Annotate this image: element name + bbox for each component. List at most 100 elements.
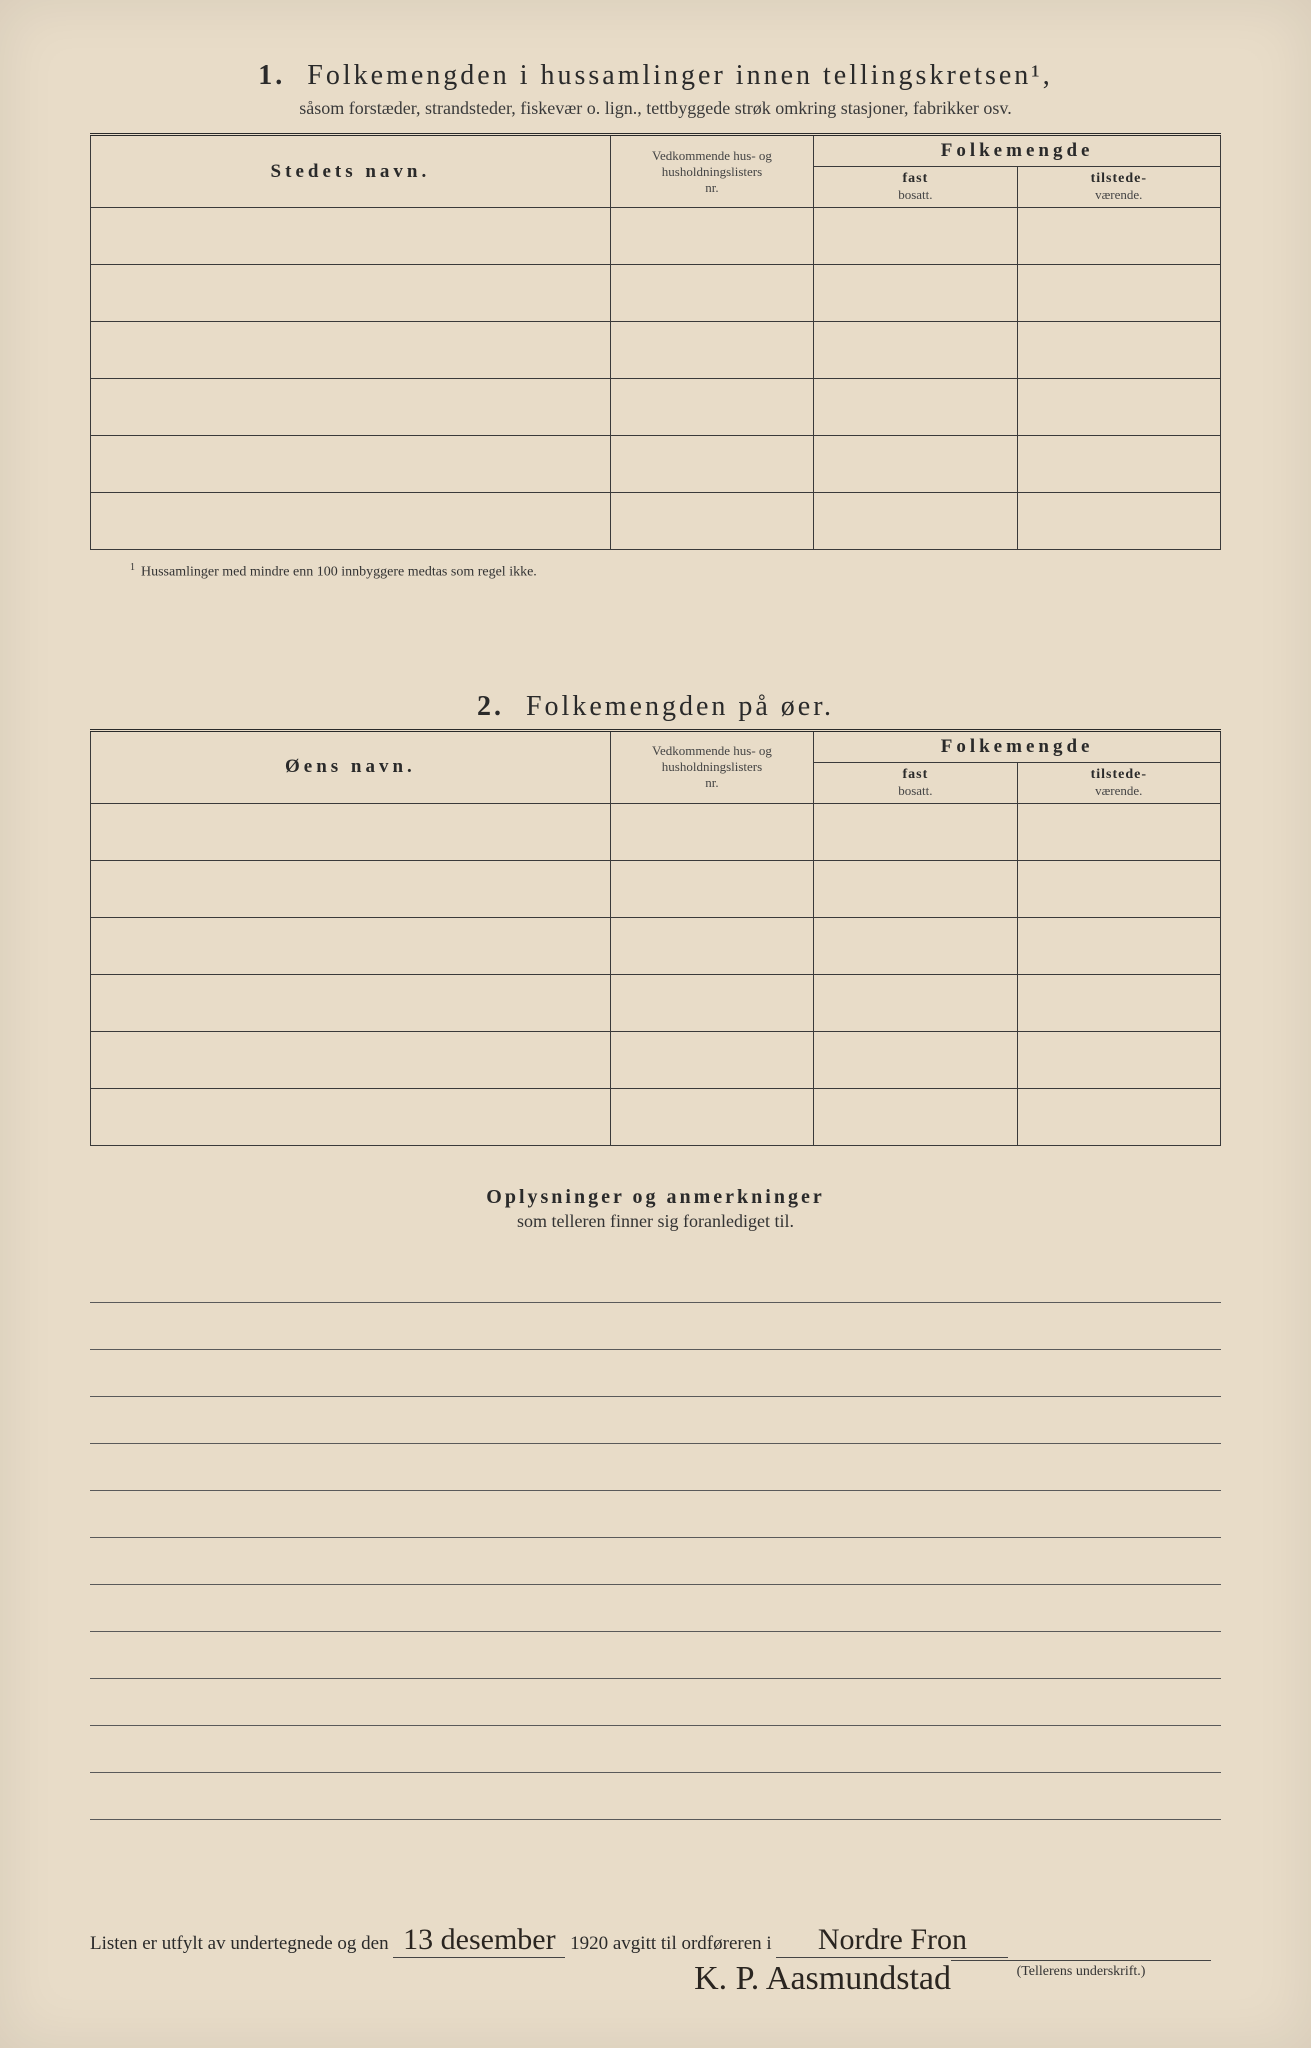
table-row — [91, 493, 1221, 550]
table-row — [91, 379, 1221, 436]
section1-title: 1. Folkemengden i hussamlinger innen tel… — [90, 60, 1221, 92]
table-cell — [610, 1088, 813, 1145]
table-cell — [610, 208, 813, 265]
table-cell — [91, 436, 611, 493]
col-name-header: Stedets navn. — [271, 161, 431, 182]
table-cell — [1017, 803, 1220, 860]
table-row — [91, 265, 1221, 322]
table-cell — [91, 208, 611, 265]
table-cell — [814, 803, 1017, 860]
note-line — [90, 1302, 1221, 1349]
note-line — [90, 1772, 1221, 1819]
col-list-l2-2: husholdningslisters — [619, 759, 805, 775]
note-line — [90, 1819, 1221, 1866]
footer-text-a: Listen er utfylt av undertegnede og den — [90, 1933, 389, 1954]
table-cell — [91, 860, 611, 917]
table-cell — [91, 917, 611, 974]
footer-text-b: avgitt til ordføreren i — [613, 1933, 772, 1954]
table-cell — [91, 1088, 611, 1145]
section1-footnote: 1Hussamlinger med mindre enn 100 innbygg… — [130, 562, 1221, 581]
table-cell — [91, 803, 611, 860]
signature-name: K. P. Aasmundstad — [694, 1960, 951, 1998]
table-cell — [814, 1031, 1017, 1088]
col-fast-l1-2: fast — [822, 767, 1008, 783]
table-row — [91, 917, 1221, 974]
section1-subtitle: såsom forstæder, strandsteder, fiskevær … — [90, 98, 1221, 119]
col-fast-l2-2: bosatt. — [822, 783, 1008, 799]
table-cell — [610, 803, 813, 860]
table-cell — [610, 379, 813, 436]
table-row — [91, 208, 1221, 265]
footer-year: 1920 — [570, 1933, 608, 1954]
note-line — [90, 1584, 1221, 1631]
table-row — [91, 860, 1221, 917]
footer-date: 13 desember — [393, 1923, 565, 1958]
table-cell — [814, 974, 1017, 1031]
table-cell — [610, 860, 813, 917]
remarks-line2: som telleren finner sig foranlediget til… — [90, 1211, 1221, 1232]
table-cell — [610, 917, 813, 974]
table-row — [91, 436, 1221, 493]
col-tilst-l2-2: værende. — [1026, 783, 1212, 799]
table-cell — [814, 860, 1017, 917]
section2-title-text: Folkemengden på øer. — [526, 691, 834, 722]
col-name-header-2: Øens navn. — [285, 756, 416, 777]
table-cell — [1017, 1088, 1220, 1145]
table-cell — [814, 265, 1017, 322]
table-cell — [91, 1031, 611, 1088]
table-cell — [610, 1031, 813, 1088]
signature-row: Listen er utfylt av undertegnede og den … — [90, 1923, 1221, 1958]
table-cell — [1017, 860, 1220, 917]
signature-block: K. P. Aasmundstad (Tellerens underskrift… — [694, 1960, 1211, 1998]
col-pop-header: Folkemengde — [941, 140, 1094, 161]
col-tilst-l2: værende. — [1026, 187, 1212, 203]
table-cell — [814, 917, 1017, 974]
note-line — [90, 1349, 1221, 1396]
table-cell — [610, 493, 813, 550]
section2-body — [91, 803, 1221, 1145]
col-pop-header-2: Folkemengde — [941, 736, 1094, 757]
table-cell — [91, 974, 611, 1031]
table-cell — [1017, 208, 1220, 265]
note-line — [90, 1490, 1221, 1537]
table-cell — [814, 208, 1017, 265]
table-cell — [1017, 974, 1220, 1031]
remarks-line1: Oplysninger og anmerkninger — [90, 1186, 1221, 1209]
table-cell — [814, 1088, 1017, 1145]
table-cell — [814, 436, 1017, 493]
table-cell — [610, 322, 813, 379]
note-line — [90, 1725, 1221, 1772]
table-cell — [1017, 1031, 1220, 1088]
section1-number: 1. — [258, 60, 285, 91]
col-tilst-l1-2: tilstede- — [1026, 767, 1212, 783]
col-list-l3: nr. — [619, 180, 805, 196]
col-fast-l1: fast — [822, 171, 1008, 187]
table-cell — [814, 322, 1017, 379]
table-cell — [610, 974, 813, 1031]
note-line — [90, 1678, 1221, 1725]
table-cell — [1017, 436, 1220, 493]
col-list-l1: Vedkommende hus- og — [619, 148, 805, 164]
remarks-heading: Oplysninger og anmerkninger som telleren… — [90, 1186, 1221, 1232]
note-line — [90, 1396, 1221, 1443]
table-row — [91, 974, 1221, 1031]
table-cell — [1017, 322, 1220, 379]
section2-title: 2. Folkemengden på øer. — [90, 691, 1221, 723]
section2-number: 2. — [477, 691, 504, 722]
note-line — [90, 1537, 1221, 1584]
table-cell — [610, 436, 813, 493]
table-cell — [610, 265, 813, 322]
table-cell — [1017, 917, 1220, 974]
table-row — [91, 1088, 1221, 1145]
table-row — [91, 803, 1221, 860]
section1-title-text: Folkemengden i hussamlinger innen tellin… — [307, 60, 1052, 91]
col-list-l2: husholdningslisters — [619, 164, 805, 180]
col-fast-l2: bosatt. — [822, 187, 1008, 203]
signature-caption: (Tellerens underskrift.) — [951, 1960, 1211, 1980]
col-tilst-l1: tilstede- — [1026, 171, 1212, 187]
note-line — [90, 1443, 1221, 1490]
col-list-l1-2: Vedkommende hus- og — [619, 743, 805, 759]
section2-table: Øens navn. Vedkommende hus- og husholdni… — [90, 729, 1221, 1146]
table-cell — [91, 265, 611, 322]
table-cell — [814, 493, 1017, 550]
